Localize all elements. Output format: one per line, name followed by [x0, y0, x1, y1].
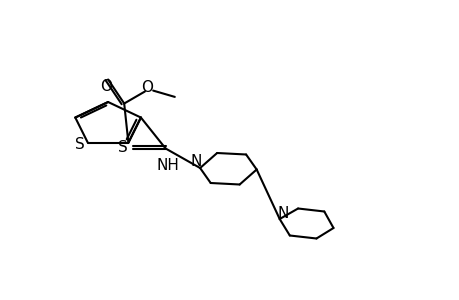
Text: N: N	[277, 206, 288, 220]
Text: S: S	[74, 137, 84, 152]
Text: S: S	[118, 140, 128, 155]
Text: N: N	[190, 154, 202, 169]
Text: O: O	[100, 79, 112, 94]
Text: NH: NH	[156, 158, 179, 172]
Text: O: O	[141, 80, 153, 94]
